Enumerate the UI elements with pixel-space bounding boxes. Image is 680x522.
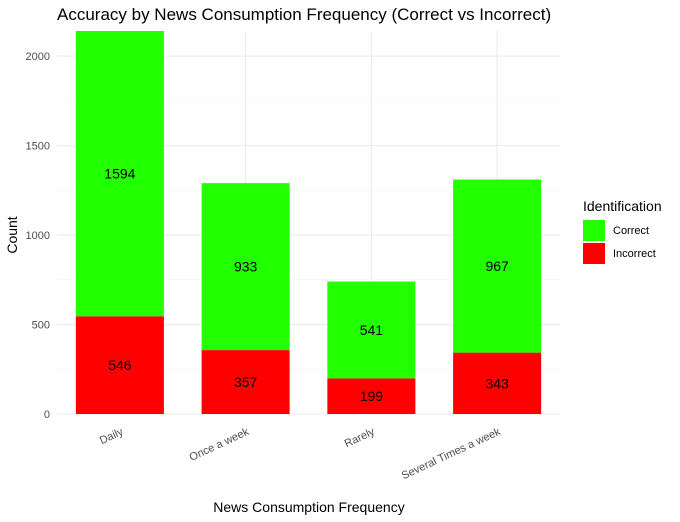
x-tick-label: Once a week — [188, 426, 252, 464]
legend-label-incorrect: Incorrect — [613, 248, 656, 260]
y-axis-ticks: 0 500 1000 1500 2000 — [26, 51, 50, 421]
bar-value-label: 967 — [485, 258, 509, 274]
y-tick-label: 1500 — [26, 141, 50, 153]
y-axis-title: Count — [4, 216, 20, 253]
x-axis-ticks: Daily Once a week Rarely Several Times a we… — [98, 426, 503, 483]
legend-label-correct: Correct — [613, 225, 649, 237]
y-tick-label: 0 — [44, 409, 50, 421]
legend: Identification Correct Incorrect — [583, 198, 662, 264]
bar-correct-rarely — [327, 281, 416, 379]
x-tick-label: Daily — [98, 426, 126, 447]
y-tick-label: 2000 — [26, 51, 50, 63]
y-tick-label: 1000 — [26, 230, 50, 242]
legend-swatch-correct — [583, 220, 605, 241]
bar-value-label: 343 — [485, 375, 509, 391]
bar-incorrect-rarely — [327, 378, 416, 414]
x-tick-label: Several Times a week — [400, 426, 503, 483]
y-tick-label: 500 — [32, 320, 50, 332]
legend-title: Identification — [583, 198, 662, 214]
bar-correct-several-times-a-week — [453, 179, 542, 353]
bar-correct-daily — [75, 31, 164, 317]
legend-swatch-incorrect — [583, 243, 605, 264]
bar-incorrect-daily — [75, 316, 164, 414]
bar-value-label: 546 — [108, 357, 132, 373]
bar-labels-layer: 546 1594 357 933 199 541 343 967 — [104, 166, 509, 405]
bar-value-label: 933 — [234, 259, 258, 275]
bar-value-label: 199 — [360, 388, 384, 404]
bar-incorrect-once-a-week — [201, 350, 290, 414]
bar-correct-once-a-week — [201, 183, 290, 351]
legend-items: Correct Incorrect — [583, 220, 656, 264]
bar-value-label: 1594 — [104, 166, 135, 182]
x-axis-title: News Consumption Frequency — [213, 499, 404, 515]
bar-incorrect-several-times-a-week — [453, 352, 542, 414]
chart-title: Accuracy by News Consumption Frequency (… — [57, 5, 551, 24]
bar-value-label: 541 — [360, 322, 384, 338]
x-tick-label: Rarely — [343, 426, 377, 451]
bars-layer — [75, 31, 542, 414]
bar-value-label: 357 — [234, 374, 258, 390]
